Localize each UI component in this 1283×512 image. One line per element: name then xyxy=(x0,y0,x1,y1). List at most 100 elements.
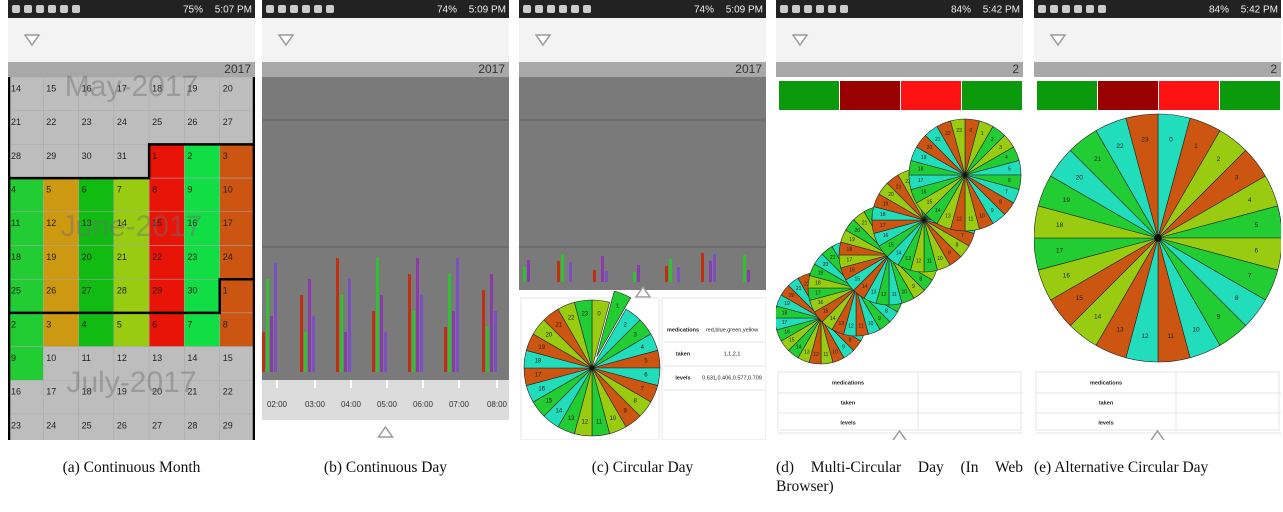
wedge-label: 19 xyxy=(784,301,790,307)
calendar-day: 24 xyxy=(223,252,233,262)
wedge-label: 12 xyxy=(916,259,922,265)
calendar-day: 25 xyxy=(152,117,162,127)
calendar-day: 18 xyxy=(11,252,21,262)
wedge-label: 19 xyxy=(818,271,824,277)
status-icon xyxy=(48,5,56,13)
day-strip xyxy=(1159,81,1219,110)
caption: (c) Circular Day xyxy=(519,458,766,477)
calendar-cell xyxy=(149,246,184,280)
calendar-day: 4 xyxy=(82,319,87,329)
wedge-label: 2 xyxy=(991,137,994,143)
status-icon xyxy=(314,5,322,13)
wedge-label: 5 xyxy=(1008,166,1011,172)
wedge-label: 9 xyxy=(1217,313,1221,320)
calendar-day: 12 xyxy=(117,353,127,363)
calendar-day: 14 xyxy=(11,83,21,93)
header-label: 2017 xyxy=(478,62,505,76)
calendar-cell xyxy=(149,313,184,347)
calendar-day: 27 xyxy=(82,286,92,296)
screenshot: 5:09 PM74%201702:0003:0004:0005:0006:000… xyxy=(262,0,509,440)
calendar-day: 11 xyxy=(82,353,91,363)
status-icon xyxy=(547,5,555,13)
pie-center xyxy=(963,173,966,176)
wedge-label: 9 xyxy=(878,316,881,322)
calendar-cell xyxy=(114,246,149,280)
header-bar xyxy=(776,62,1023,77)
chart-bar xyxy=(482,290,485,372)
chart-bar xyxy=(665,266,668,282)
caption: (a) Continuous Month xyxy=(8,458,255,477)
calendar-day: 22 xyxy=(223,387,233,397)
wedge-label: 7 xyxy=(1248,273,1252,280)
chart-bar xyxy=(605,271,608,282)
wedge-label: 11 xyxy=(1168,333,1175,340)
wedge-label: 21 xyxy=(862,221,868,227)
calendar-cell xyxy=(220,111,255,145)
wedge-label: 9 xyxy=(842,345,845,351)
wedge-label: 14 xyxy=(1094,313,1102,320)
calendar-day: 8 xyxy=(152,184,157,194)
day-strip xyxy=(1098,81,1158,110)
screenshot: 5:42 PM84%201234567891011121314151617181… xyxy=(1034,0,1282,441)
calendar-cell xyxy=(114,279,149,313)
calendar-day: 27 xyxy=(152,420,162,430)
calendar-day: 26 xyxy=(117,420,127,430)
wedge-label: 9 xyxy=(991,208,994,214)
wedge-label: 11 xyxy=(968,217,973,223)
wedge-label: 13 xyxy=(905,256,911,262)
status-icon xyxy=(326,5,334,13)
calendar-cell xyxy=(220,279,255,313)
caption: (e) Alternative Circular Day xyxy=(1034,458,1281,477)
pie-center xyxy=(590,366,594,370)
status-icon xyxy=(72,5,80,13)
calendar-cell xyxy=(43,178,78,212)
day-strip xyxy=(901,81,961,110)
wedge-label: 10 xyxy=(1192,326,1200,333)
calendar-cell xyxy=(114,144,149,178)
info-table xyxy=(662,298,766,440)
status-icon xyxy=(792,5,800,13)
pie-center xyxy=(922,218,925,221)
pie-center xyxy=(1154,234,1161,241)
wedge-label: 20 xyxy=(545,332,552,338)
calendar-day: 17 xyxy=(46,387,56,397)
chart-bar xyxy=(747,270,750,282)
wedge-label: 17 xyxy=(880,223,886,229)
calendar-day: 10 xyxy=(46,353,56,363)
table-label: levels xyxy=(840,420,855,426)
calendar-cell xyxy=(79,246,114,280)
calendar-day: 13 xyxy=(152,353,162,363)
calendar-cell xyxy=(220,380,255,414)
wedge-label: 3 xyxy=(999,145,1002,151)
wedge-label: 18 xyxy=(847,247,853,253)
calendar-day: 30 xyxy=(187,286,197,296)
wedge-label: 9 xyxy=(912,284,915,290)
status-icon xyxy=(840,5,848,13)
time-label: 07:00 xyxy=(449,400,470,409)
calendar-cell xyxy=(43,111,78,145)
wedge-label: 18 xyxy=(815,280,821,286)
calendar-cell xyxy=(184,178,219,212)
chart-bar xyxy=(494,311,497,372)
wedge-label: 16 xyxy=(849,268,855,274)
calendar-day: 23 xyxy=(187,252,197,262)
chart-bar xyxy=(557,261,560,282)
wedge-label: 15 xyxy=(854,277,860,283)
wedge-label: 18 xyxy=(1056,222,1064,229)
chart-bar xyxy=(336,258,339,372)
wedge-label: 6 xyxy=(1008,178,1011,184)
calendar-cell xyxy=(79,313,114,347)
screenshot: 5:42 PM84%201234567891011121314151617181… xyxy=(775,0,1023,441)
calendar-day: 12 xyxy=(46,218,56,228)
chart-bar xyxy=(601,256,604,282)
wedge-label: 14 xyxy=(935,208,941,214)
calendar-cell xyxy=(184,279,219,313)
calendar-cell xyxy=(114,111,149,145)
calendar-cell xyxy=(8,380,43,414)
wedge-label: 20 xyxy=(823,262,829,268)
wedge-label: 17 xyxy=(535,373,542,379)
calendar-day: 28 xyxy=(11,151,21,161)
wedge-label: 11 xyxy=(823,352,828,358)
chart-bar xyxy=(486,327,489,372)
chart-bar xyxy=(633,272,636,282)
